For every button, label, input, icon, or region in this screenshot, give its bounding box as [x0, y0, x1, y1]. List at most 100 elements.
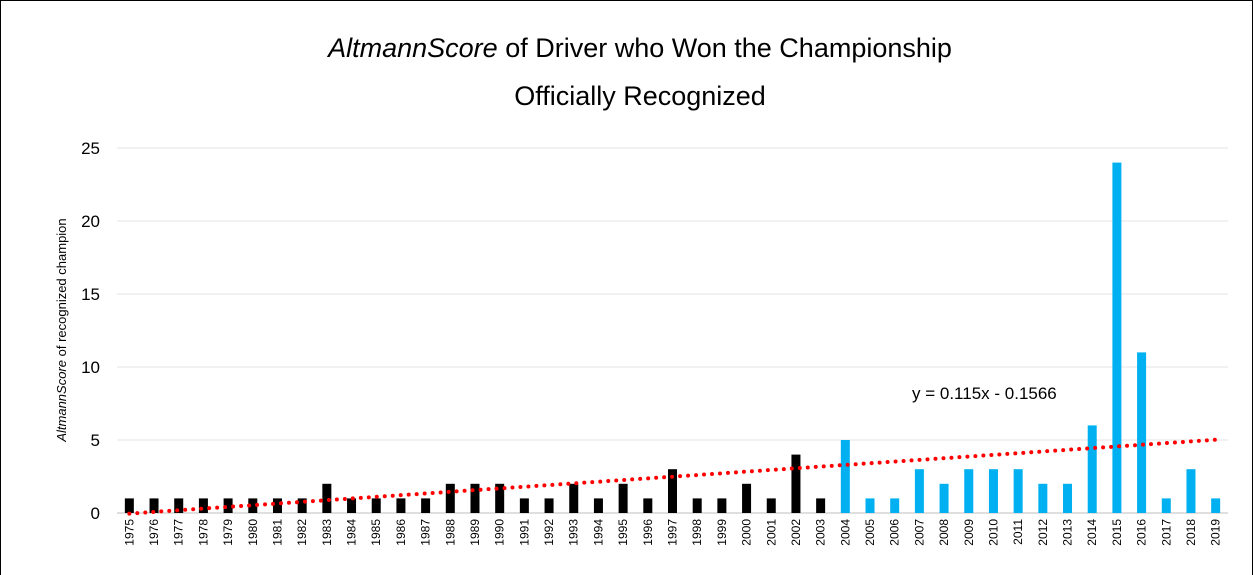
bar	[174, 498, 184, 513]
bar	[593, 498, 603, 513]
x-tick-label: 1979	[221, 519, 235, 546]
bar	[421, 498, 431, 513]
bar	[495, 483, 505, 513]
ylabel-italic: AltmannScore	[54, 360, 69, 443]
bar	[544, 498, 554, 513]
bar	[742, 483, 752, 513]
bar	[1137, 352, 1147, 513]
bar	[1211, 498, 1221, 513]
x-tick-label: 1978	[196, 519, 210, 546]
chart-title-line2: Officially Recognized	[514, 81, 766, 111]
bar	[248, 498, 258, 513]
x-tick-label: 1996	[641, 519, 655, 546]
bar	[890, 498, 900, 513]
x-tick-label: 1997	[666, 519, 680, 546]
x-tick-label: 2005	[863, 519, 877, 546]
x-tick-label: 2011	[1011, 519, 1025, 545]
x-tick-label: 2016	[1135, 519, 1149, 546]
bar	[865, 498, 875, 513]
x-tick-label: 2009	[962, 519, 976, 546]
bar	[1013, 469, 1023, 513]
x-tick-label: 2007	[912, 519, 926, 546]
bar	[791, 454, 801, 513]
x-tick-label: 2001	[764, 519, 778, 546]
x-tick-label: 2006	[888, 519, 902, 546]
y-tick-label: 10	[81, 358, 100, 377]
trendline-label: y = 0.115x - 0.1566	[912, 384, 1057, 403]
bar	[914, 469, 924, 513]
x-tick-label: 1983	[320, 519, 334, 546]
title-italic: AltmannScore	[326, 33, 498, 63]
y-tick-label: 25	[81, 139, 100, 158]
y-axis-label: AltmannScore of recognized champion	[54, 218, 69, 442]
y-tick-label: 20	[81, 212, 100, 231]
bar	[668, 469, 677, 513]
bar	[643, 498, 653, 513]
ylabel-rest: of recognized champion	[54, 218, 69, 360]
bar	[988, 469, 998, 513]
y-tick-label: 0	[91, 504, 100, 523]
x-tick-label: 1992	[542, 519, 556, 546]
bar	[840, 440, 850, 513]
x-tick-label: 2003	[814, 519, 828, 546]
bar	[347, 498, 357, 513]
x-tick-label: 1990	[493, 519, 507, 546]
x-tick-label: 2013	[1061, 519, 1075, 546]
x-tick-label: 2014	[1085, 519, 1099, 546]
title-rest: of Driver who Won the Championship	[498, 33, 952, 63]
x-tick-label: 2015	[1110, 519, 1124, 546]
bar	[766, 498, 776, 513]
bar	[1087, 425, 1097, 513]
x-tick-label: 2000	[740, 519, 754, 546]
x-tick-label: 1982	[295, 519, 309, 546]
bar	[470, 483, 480, 513]
x-tick-label: 1999	[715, 519, 729, 546]
bar	[198, 498, 208, 513]
bar	[396, 498, 406, 513]
bar	[569, 483, 579, 513]
bar	[1063, 483, 1073, 513]
bar	[223, 498, 233, 513]
bar	[1038, 483, 1048, 513]
x-tick-label: 1977	[172, 519, 186, 546]
x-tick-label: 2019	[1209, 519, 1223, 546]
x-tick-label: 2018	[1184, 519, 1198, 546]
y-tick-label: 5	[91, 431, 100, 450]
bar	[322, 483, 332, 513]
bar	[964, 469, 974, 513]
y-tick-label: 15	[81, 285, 100, 304]
bar	[816, 498, 826, 513]
bar	[717, 498, 727, 513]
x-tick-label: 1998	[690, 519, 704, 546]
x-tick-label: 2010	[986, 519, 1000, 546]
trendline	[127, 437, 1218, 516]
bar	[939, 483, 949, 513]
x-tick-label: 1995	[616, 519, 630, 546]
x-tick-label: 1976	[147, 519, 161, 546]
x-tick-label: 2002	[789, 519, 803, 546]
bar	[371, 498, 381, 513]
x-tick-label: 1985	[369, 519, 383, 546]
x-tick-label: 1989	[468, 519, 482, 546]
x-tick-label: 1981	[270, 519, 284, 546]
x-tick-label: 1988	[443, 519, 457, 546]
bar	[692, 498, 702, 513]
x-tick-label: 1984	[345, 519, 359, 546]
x-tick-label: 1975	[122, 519, 136, 546]
bar	[445, 483, 455, 513]
x-tick-label: 1993	[567, 519, 581, 546]
bar	[618, 483, 628, 513]
x-tick-label: 1986	[394, 519, 408, 546]
x-tick-label: 1987	[419, 519, 433, 546]
x-tick-label: 2012	[1036, 519, 1050, 546]
bar	[1186, 469, 1196, 513]
bar	[1112, 162, 1122, 513]
bar	[124, 498, 134, 513]
x-tick-label: 1994	[591, 519, 605, 546]
bar	[149, 498, 159, 513]
bar	[297, 498, 307, 513]
bar	[272, 498, 282, 513]
bar	[519, 498, 529, 513]
